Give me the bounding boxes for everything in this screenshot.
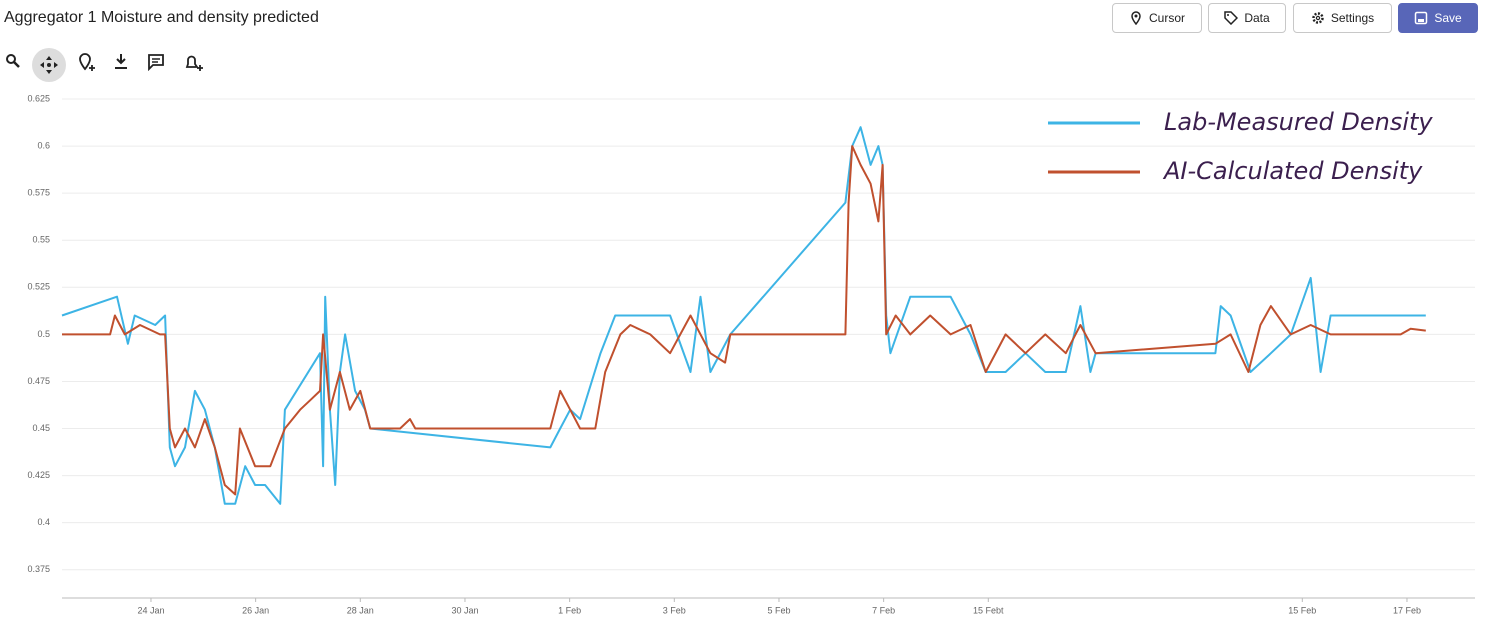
settings-button[interactable]: Settings <box>1293 3 1392 33</box>
icon <box>1312 12 1324 24</box>
y-tick-label: 0.425 <box>27 470 50 480</box>
pan-tool[interactable] <box>31 47 67 83</box>
x-tick-label: 7 Feb <box>872 605 895 615</box>
y-tick-label: 0.625 <box>27 93 50 103</box>
y-tick-label: 0.6 <box>37 140 50 150</box>
save-button[interactable]: Save <box>1398 3 1478 33</box>
x-tick-label: 15 Feb <box>1288 605 1316 615</box>
comment-tool[interactable] <box>147 53 165 71</box>
button-label: Data <box>1244 11 1270 25</box>
y-tick-label: 0.5 <box>37 329 50 339</box>
x-tick-label: 1 Feb <box>558 605 581 615</box>
zoom-tool[interactable] <box>5 53 21 69</box>
button-label: Settings <box>1330 11 1375 25</box>
y-tick-label: 0.475 <box>27 376 50 386</box>
x-tick-label: 30 Jan <box>451 605 478 615</box>
x-tick-label: 28 Jan <box>347 605 374 615</box>
legend-label: AI-Calculated Density <box>1162 157 1423 185</box>
x-tick-label: 17 Feb <box>1393 605 1421 615</box>
add-cursor-tool[interactable] <box>78 53 96 73</box>
y-tick-label: 0.4 <box>37 517 50 527</box>
series-line <box>62 145 1426 496</box>
page-title: Aggregator 1 Moisture and density predic… <box>4 9 319 26</box>
y-tick-label: 0.45 <box>32 423 50 433</box>
x-tick-label: 26 Jan <box>242 605 269 615</box>
legend-label: Lab-Measured Density <box>1164 108 1433 136</box>
button-label: Save <box>1434 11 1462 25</box>
icon <box>1131 11 1141 25</box>
icon <box>1415 11 1428 25</box>
series-line <box>61 126 1426 505</box>
add-alert-tool[interactable] <box>184 53 204 73</box>
y-tick-label: 0.55 <box>32 235 50 245</box>
y-tick-label: 0.375 <box>27 564 50 574</box>
cursor-button[interactable]: Cursor <box>1112 3 1202 33</box>
data-button[interactable]: Data <box>1208 3 1286 33</box>
x-tick-label: 15 Febt <box>973 605 1004 615</box>
x-tick-label: 3 Feb <box>663 605 686 615</box>
y-tick-label: 0.575 <box>27 188 50 198</box>
x-tick-label: 5 Feb <box>767 605 790 615</box>
x-tick-label: 24 Jan <box>137 605 164 615</box>
button-label: Cursor <box>1148 11 1185 25</box>
download-tool[interactable] <box>113 53 129 71</box>
icon <box>1224 11 1239 25</box>
y-tick-label: 0.525 <box>27 282 50 292</box>
